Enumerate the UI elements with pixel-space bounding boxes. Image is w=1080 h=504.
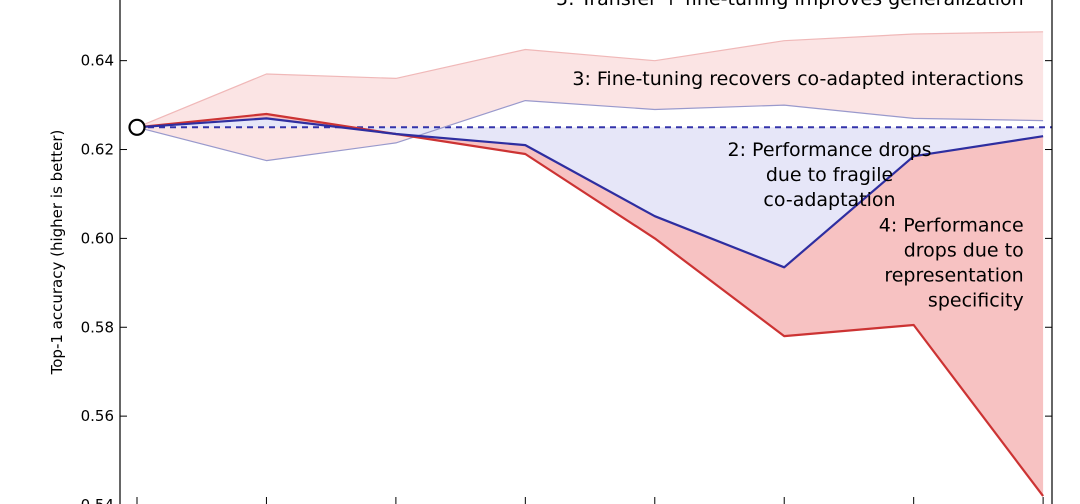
annotation-line: co-adaptation (763, 189, 895, 211)
annotation-line: 3: Fine-tuning recovers co-adapted inter… (572, 68, 1023, 90)
y-tick-label: 0.54 (81, 496, 114, 504)
series-line-selffer (136, 117, 1044, 269)
annotation-2: 3: Fine-tuning recovers co-adapted inter… (572, 68, 1023, 90)
y-tick-label: 0.58 (81, 318, 114, 336)
annotation-4: 4: Performance drops due to representation… (879, 215, 1024, 312)
annotation-line: 2: Performance drops (728, 139, 932, 161)
y-axis-title: Top-1 accuracy (higher is better) (48, 130, 66, 376)
series-line-selffer-ft (136, 99, 1044, 162)
y-tick-label: 0.60 (81, 229, 114, 247)
annotation-line: specificity (928, 290, 1024, 312)
series-line-transfer-ft (136, 31, 1044, 128)
annotation-line: representation (884, 265, 1023, 287)
y-tick-label: 0.56 (81, 407, 114, 425)
annotation-3: 2: Performance drops due to fragile co-ada… (728, 139, 932, 211)
annotation-line: 4: Performance (879, 215, 1024, 237)
marker-layer (128, 118, 146, 136)
annotation-line: drops due to (904, 240, 1024, 262)
annotation-line: 5: Transfer + fine-tuning improves gener… (556, 0, 1024, 10)
ticks-layer: 0.54 0.56 0.58 0.60 0.62 0.64 (81, 52, 1052, 504)
fill-specificity (137, 114, 1044, 497)
start-point-marker (128, 118, 146, 136)
y-tick-label: 0.62 (81, 141, 114, 159)
annotation-layer: 5: Transfer + fine-tuning improves gener… (556, 0, 1024, 312)
fill-coadaptation (137, 118, 1044, 268)
series-layer (136, 31, 1044, 497)
annotation-line: due to fragile (766, 164, 893, 186)
annotation-1: 5: Transfer + fine-tuning improves gener… (556, 0, 1024, 10)
axes-frame (119, 0, 1053, 504)
y-tick-label: 0.64 (81, 52, 114, 70)
series-line-transfer (136, 112, 1044, 497)
